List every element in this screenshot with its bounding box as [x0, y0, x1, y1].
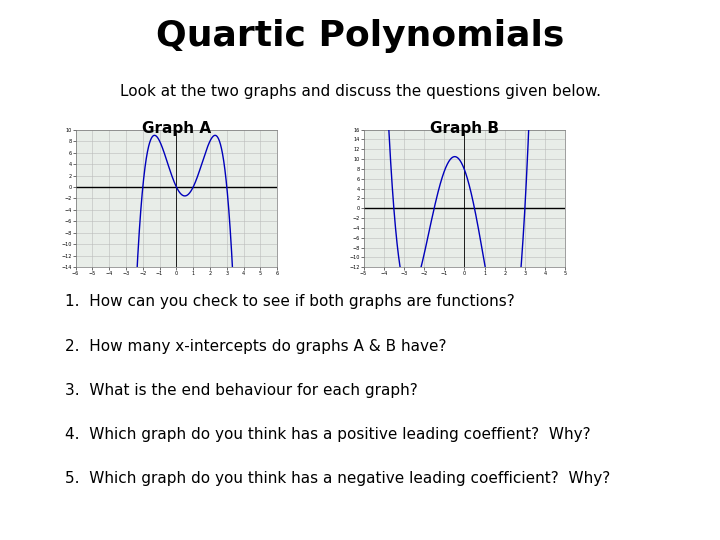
Text: 2.  How many x-intercepts do graphs A & B have?: 2. How many x-intercepts do graphs A & B… — [65, 339, 446, 354]
Text: 3.  What is the end behaviour for each graph?: 3. What is the end behaviour for each gr… — [65, 383, 418, 398]
Text: Quartic Polynomials: Quartic Polynomials — [156, 19, 564, 53]
Text: Look at the two graphs and discuss the questions given below.: Look at the two graphs and discuss the q… — [120, 84, 600, 99]
Text: 5.  Which graph do you think has a negative leading coefficient?  Why?: 5. Which graph do you think has a negati… — [65, 471, 610, 487]
Text: 1.  How can you check to see if both graphs are functions?: 1. How can you check to see if both grap… — [65, 294, 515, 309]
Text: 4.  Which graph do you think has a positive leading coeffient?  Why?: 4. Which graph do you think has a positi… — [65, 427, 590, 442]
Text: Graph A: Graph A — [142, 122, 211, 137]
Text: Graph B: Graph B — [430, 122, 499, 137]
